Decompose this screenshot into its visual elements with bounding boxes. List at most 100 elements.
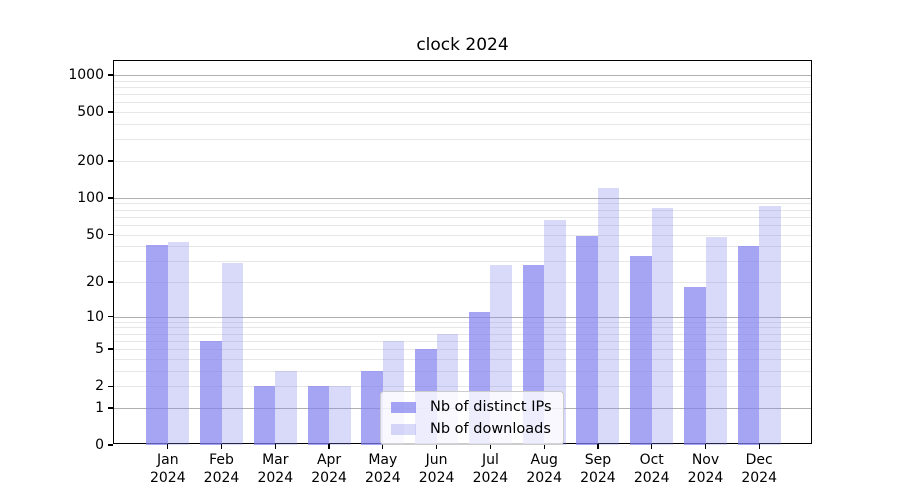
y-tick-label: 100: [77, 189, 104, 206]
minor-gridline: [114, 282, 811, 283]
minor-gridline: [114, 234, 811, 236]
x-tick-label: Nov 2024: [687, 452, 724, 486]
y-tick-mark: [107, 281, 113, 283]
minor-gridline: [114, 87, 811, 88]
minor-gridline: [114, 161, 811, 162]
y-tick-mark: [107, 160, 113, 162]
minor-gridline: [114, 203, 811, 205]
bar-distinct-ips: [200, 340, 222, 445]
y-tick-label: 50: [86, 226, 104, 243]
y-tick-mark: [107, 348, 113, 350]
minor-gridline: [114, 327, 811, 329]
x-tick-label: Mar 2024: [257, 452, 294, 486]
y-tick-mark: [107, 444, 113, 446]
x-tick-mark: [489, 444, 492, 449]
y-tick-label: 2: [95, 378, 104, 395]
bar-distinct-ips: [630, 256, 652, 445]
major-gridline: [114, 316, 811, 318]
bar-downloads: [275, 370, 297, 445]
y-tick-mark: [107, 407, 113, 409]
x-tick-mark: [274, 444, 276, 449]
y-tick-mark: [107, 315, 113, 318]
y-tick-mark: [107, 385, 113, 387]
minor-gridline: [114, 216, 811, 218]
x-tick-label: Apr 2024: [311, 452, 347, 486]
x-tick-label: Oct 2024: [633, 452, 670, 486]
bar-distinct-ips: [253, 386, 276, 445]
y-tick-label: 500: [77, 104, 104, 121]
legend-swatch-downloads: [391, 423, 416, 435]
bar-distinct-ips: [576, 235, 598, 445]
minor-gridline: [114, 386, 811, 388]
legend: Nb of distinct IPs Nb of downloads: [380, 391, 564, 445]
y-tick-mark: [107, 111, 113, 113]
x-tick-mark: [543, 444, 545, 449]
bar-distinct-ips: [684, 287, 706, 445]
x-tick-mark: [220, 444, 223, 449]
minor-gridline: [114, 102, 811, 104]
bar-downloads: [221, 262, 243, 445]
x-tick-label: Jan 2024: [149, 452, 186, 486]
minor-gridline: [114, 124, 811, 125]
x-tick-mark: [704, 444, 707, 449]
minor-gridline: [114, 139, 811, 141]
minor-gridline: [114, 246, 811, 248]
x-tick-label: Sep 2024: [580, 452, 616, 486]
legend-swatch-distinct-ips: [391, 401, 416, 413]
bar-downloads: [705, 236, 727, 445]
y-tick-label: 20: [86, 274, 104, 290]
x-tick-label: May 2024: [364, 452, 401, 486]
major-gridline: [114, 75, 811, 76]
minor-gridline: [114, 80, 811, 82]
y-tick-label: 5: [95, 341, 104, 358]
minor-gridline: [114, 321, 811, 323]
legend-item-distinct-ips: Nb of distinct IPs: [391, 399, 552, 415]
bar-distinct-ips: [361, 370, 383, 445]
bar-distinct-ips: [146, 244, 168, 445]
x-tick-mark: [435, 444, 438, 449]
minor-gridline: [114, 112, 811, 114]
bar-distinct-ips: [737, 246, 760, 445]
legend-item-downloads: Nb of downloads: [391, 421, 552, 437]
x-tick-label: Feb 2024: [203, 452, 240, 486]
legend-label-distinct-ips: Nb of distinct IPs: [430, 399, 552, 415]
minor-gridline: [114, 209, 811, 211]
x-tick-mark: [758, 444, 760, 449]
x-tick-label: Dec 2024: [741, 452, 777, 486]
minor-gridline: [114, 349, 811, 351]
minor-gridline: [114, 261, 811, 263]
legend-label-downloads: Nb of downloads: [430, 421, 551, 437]
minor-gridline: [114, 333, 811, 335]
bar-downloads: [544, 219, 566, 445]
bar-downloads: [759, 205, 781, 445]
chart-title: clock 2024: [416, 35, 509, 55]
x-tick-mark: [167, 444, 169, 449]
y-tick-label: 0: [95, 437, 104, 453]
minor-gridline: [114, 370, 811, 372]
y-tick-label: 1: [95, 399, 104, 416]
y-tick-mark: [107, 74, 113, 76]
y-tick-mark: [107, 197, 113, 199]
major-gridline: [114, 197, 811, 199]
minor-gridline: [114, 94, 811, 96]
y-tick-label: 10: [86, 308, 104, 325]
y-tick-label: 200: [77, 153, 104, 169]
y-tick-label: 1000: [68, 67, 104, 83]
x-tick-mark: [597, 444, 599, 449]
bar-downloads: [597, 188, 620, 445]
minor-gridline: [114, 224, 811, 226]
x-tick-mark: [382, 444, 384, 449]
bar-distinct-ips: [307, 386, 330, 445]
bar-downloads: [651, 208, 674, 445]
minor-gridline: [114, 358, 811, 360]
x-tick-label: Jul 2024: [472, 452, 509, 486]
x-tick-label: Jun 2024: [418, 452, 455, 486]
x-tick-mark: [651, 444, 653, 449]
minor-gridline: [114, 340, 811, 342]
x-tick-mark: [328, 444, 330, 449]
x-tick-label: Aug 2024: [526, 452, 562, 486]
plot-area: 0 1 2 5 10 20 50 100 200 500 1000 Jan 2024 Feb 2024 M…: [68, 60, 812, 486]
bar-downloads: [167, 242, 190, 445]
y-tick-mark: [107, 233, 113, 236]
